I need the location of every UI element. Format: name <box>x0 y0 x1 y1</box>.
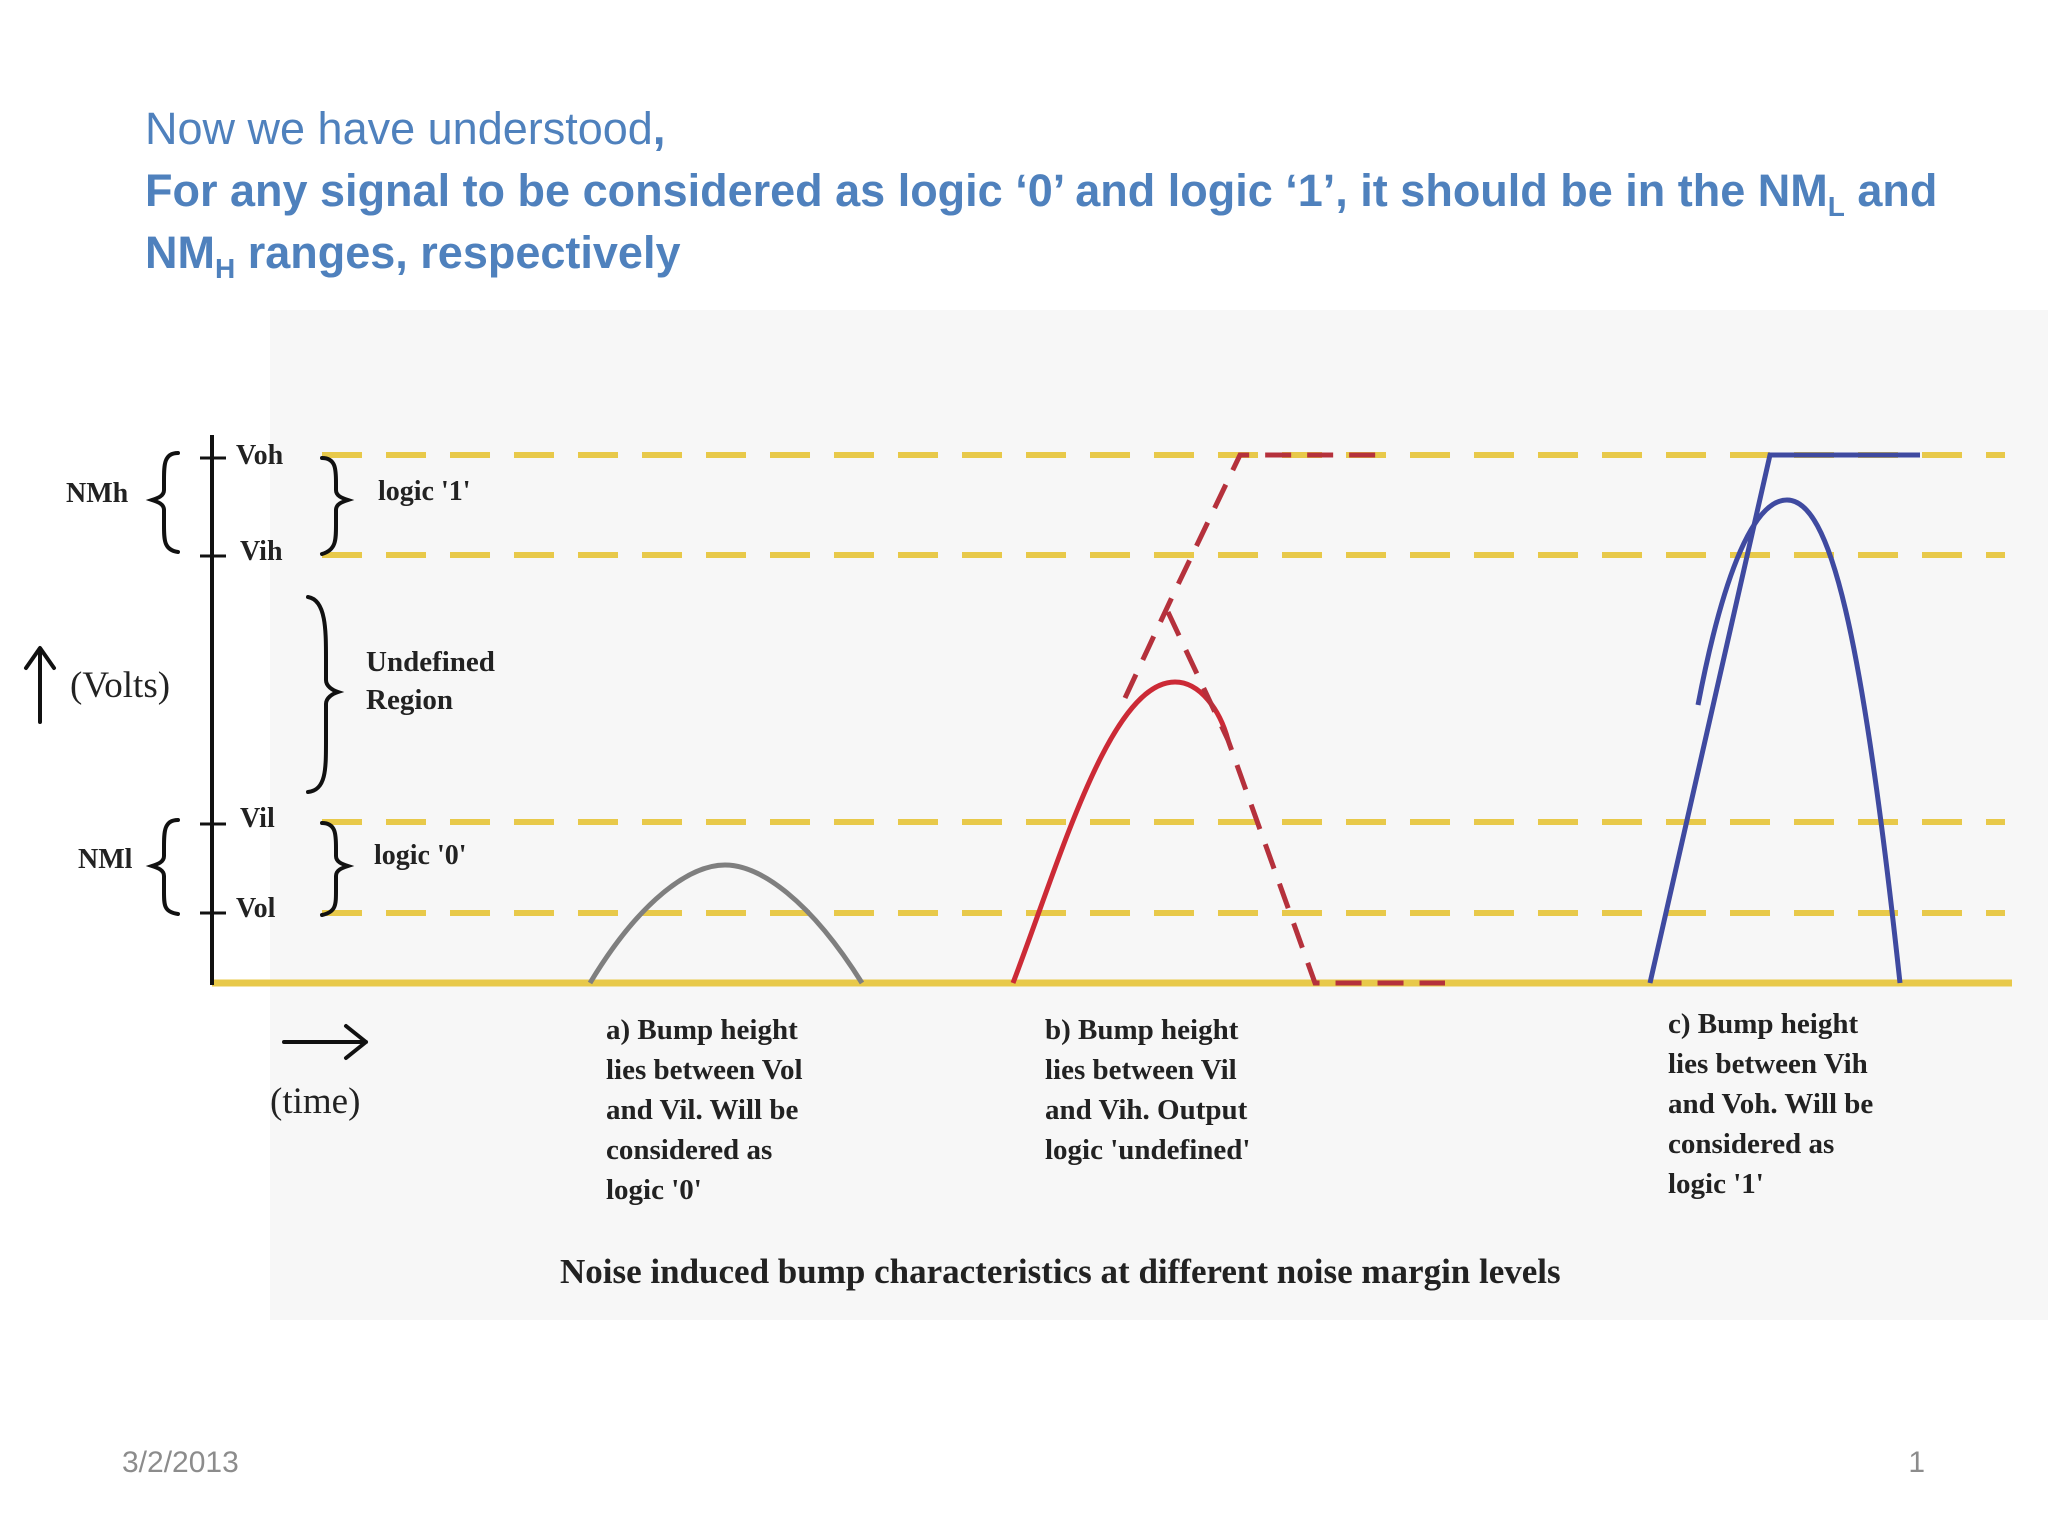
logic0-region-label: logic '0' <box>374 840 467 871</box>
noise-margin-diagram <box>24 310 2048 1320</box>
vil-label: Vil <box>240 803 275 834</box>
vol-label: Vol <box>236 893 276 924</box>
footer-date: 3/2/2013 <box>122 1446 239 1479</box>
figure-background <box>270 310 2048 1320</box>
bump-c-curve <box>1695 497 1903 984</box>
bump-b-falling-dashed <box>1165 610 1445 986</box>
noise-margin-figure: Voh Vih Vil Vol NMh NMl logic '1' Undefi… <box>0 300 2048 1320</box>
time-axis-label: (time) <box>270 1081 361 1122</box>
logic1-brace <box>320 456 355 556</box>
caption-c: c) Bump height lies between Vih and Voh.… <box>1668 1008 1874 1200</box>
nml-label: NMl <box>78 844 133 875</box>
caption-b: b) Bump height lies between Vil and Vih.… <box>1045 1014 1251 1166</box>
logic1-region-label: logic '1' <box>378 476 471 507</box>
vih-label: Vih <box>240 536 283 567</box>
slide-heading: Now we have understood, For any signal t… <box>145 98 1937 284</box>
bump-c-pulse <box>1647 452 1920 984</box>
time-arrow-icon <box>282 1024 368 1060</box>
undefined-region-label-line1: Undefined <box>366 646 495 678</box>
nml-brace <box>145 818 180 916</box>
caption-a: a) Bump height lies between Vol and Vil.… <box>606 1014 803 1206</box>
heading-line-1: Now we have understood, <box>145 103 666 154</box>
logic0-brace <box>320 821 355 917</box>
nmh-label: NMh <box>66 478 129 509</box>
heading-line-3: NMH ranges, respectively <box>145 227 681 284</box>
volts-axis-label: (Volts) <box>70 665 171 706</box>
bump-a-curve <box>587 862 865 985</box>
nmh-brace <box>145 451 180 554</box>
bump-b-rising-dashed <box>1122 452 1380 700</box>
footer-page-number: 1 <box>1908 1446 1925 1479</box>
undefined-brace <box>306 595 345 794</box>
undefined-region-label-line2: Region <box>366 684 453 716</box>
volts-arrow-icon <box>24 646 56 724</box>
figure-title: Noise induced bump characteristics at di… <box>560 1252 1561 1291</box>
heading-line-2: For any signal to be considered as logic… <box>145 165 1938 222</box>
voh-label: Voh <box>236 440 284 471</box>
